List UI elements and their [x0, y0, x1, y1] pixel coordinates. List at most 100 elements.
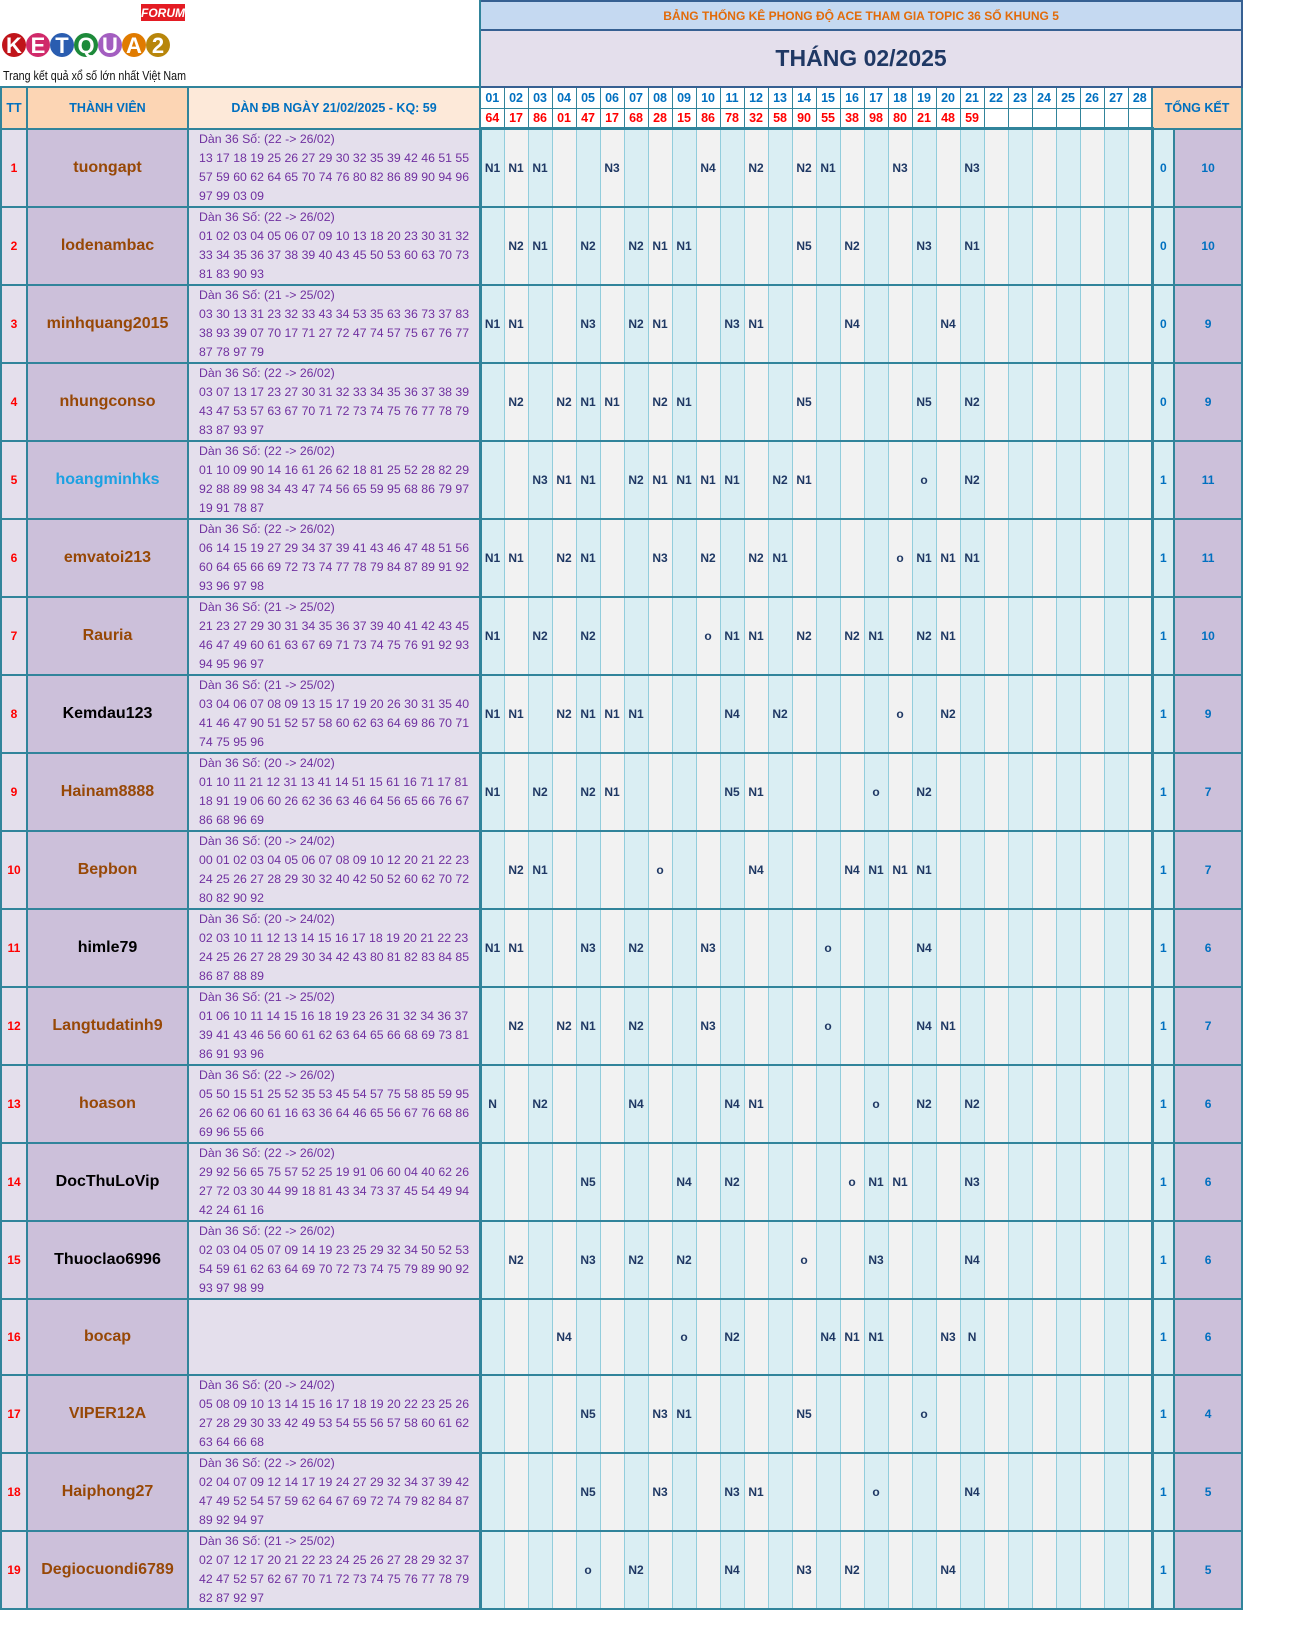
day-mark	[647, 1142, 673, 1222]
member-name[interactable]: DocThuLoVip	[26, 1141, 189, 1222]
day-mark	[1079, 206, 1105, 286]
dan-numbers: Dàn 36 Số: (21 -> 25/02) 01 06 10 11 14 1…	[186, 985, 482, 1066]
day-mark	[863, 1530, 889, 1610]
day-mark	[599, 830, 625, 910]
day-mark	[983, 752, 1009, 832]
member-name[interactable]: Kemdau123	[26, 673, 189, 754]
day-mark	[527, 1298, 553, 1376]
day-mark: N4	[839, 284, 865, 364]
day-mark: N2	[575, 752, 601, 832]
day-mark	[1031, 362, 1057, 442]
day-mark	[478, 1530, 505, 1610]
day-mark	[503, 1530, 529, 1610]
day-mark: N4	[839, 830, 865, 910]
dan-title: Dàn 36 Số: (22 -> 26/02)	[199, 1067, 335, 1082]
forum-badge	[141, 4, 185, 21]
day-mark: N2	[575, 596, 601, 676]
day-mark	[935, 206, 961, 286]
day-mark	[1055, 128, 1081, 208]
day-mark	[527, 1530, 553, 1610]
day-header: 21	[959, 86, 985, 109]
summary-hit: 1	[1150, 1219, 1176, 1300]
day-mark: N2	[623, 284, 649, 364]
day-mark	[1127, 1374, 1153, 1454]
day-mark: N1	[575, 440, 601, 520]
day-mark: N1	[671, 440, 697, 520]
day-mark: N2	[671, 1220, 697, 1300]
logo-letter: T	[55, 33, 69, 58]
day-mark: N2	[623, 986, 649, 1066]
day-mark	[959, 752, 985, 832]
member-name[interactable]: Haiphong27	[26, 1451, 189, 1532]
day-mark	[863, 1374, 889, 1454]
member-name[interactable]: Thuoclao6996	[26, 1219, 189, 1300]
day-mark	[695, 1530, 721, 1610]
member-name[interactable]: Bepbon	[26, 829, 189, 910]
logo-ball	[146, 33, 170, 57]
day-mark	[551, 908, 577, 988]
dan-numbers: Dàn 36 Số: (22 -> 26/02) 02 03 04 05 07 0…	[186, 1219, 482, 1300]
day-mark	[863, 908, 889, 988]
day-mark	[1055, 362, 1081, 442]
member-name[interactable]: bocap	[26, 1297, 189, 1376]
dan-numbers: Dàn 36 Số: (21 -> 25/02) 02 07 12 17 20 2…	[186, 1529, 482, 1610]
row-number: 15	[0, 1219, 28, 1300]
logo-ball	[122, 33, 146, 57]
member-name[interactable]: hoangminhks	[26, 439, 189, 520]
day-mark	[599, 1530, 625, 1610]
member-name[interactable]: tuongapt	[26, 127, 189, 208]
day-mark	[815, 518, 841, 598]
day-mark	[551, 206, 577, 286]
member-name[interactable]: minhquang2015	[26, 283, 189, 364]
day-mark: o	[791, 1220, 817, 1300]
logo-letter: A	[126, 33, 142, 58]
day-mark	[719, 128, 745, 208]
day-mark	[743, 206, 769, 286]
logo-letter: E	[31, 33, 46, 58]
day-header: 03	[527, 86, 553, 109]
day-result: 55	[815, 108, 841, 130]
day-mark	[887, 1064, 913, 1144]
member-name[interactable]: hoason	[26, 1063, 189, 1144]
day-mark	[935, 908, 961, 988]
day-mark: N2	[623, 1530, 649, 1610]
member-name[interactable]: VIPER12A	[26, 1373, 189, 1454]
day-mark	[815, 1064, 841, 1144]
day-mark	[671, 1452, 697, 1532]
member-name[interactable]: nhungconso	[26, 361, 189, 442]
day-mark	[503, 1064, 529, 1144]
member-name[interactable]: Degiocuondi6789	[26, 1529, 189, 1610]
day-mark	[1031, 752, 1057, 832]
day-mark	[478, 1374, 505, 1454]
member-name[interactable]: himle79	[26, 907, 189, 988]
day-mark	[983, 1298, 1009, 1376]
day-mark	[887, 284, 913, 364]
member-name[interactable]: emvatoi213	[26, 517, 189, 598]
day-mark	[743, 986, 769, 1066]
sheet-title: BẢNG THỐNG KÊ PHONG ĐỘ ACE THAM GIA TOPI…	[479, 0, 1244, 31]
day-mark	[671, 1530, 697, 1610]
day-mark	[1055, 284, 1081, 364]
dan-list: 03 30 13 31 23 32 33 43 34 53 35 63 36 7…	[199, 306, 470, 359]
day-mark: N1	[527, 830, 553, 910]
member-name[interactable]: Langtudatinh9	[26, 985, 189, 1066]
day-header: 04	[551, 86, 577, 109]
day-mark: N3	[695, 986, 721, 1066]
day-mark	[503, 1374, 529, 1454]
member-name[interactable]: Hainam8888	[26, 751, 189, 832]
day-mark	[551, 284, 577, 364]
day-mark	[767, 986, 793, 1066]
member-name[interactable]: Rauria	[26, 595, 189, 676]
day-mark: o	[671, 1298, 697, 1376]
day-mark: N1	[863, 830, 889, 910]
col-header-tt: TT	[0, 86, 28, 130]
day-mark	[695, 284, 721, 364]
day-mark: N5	[575, 1142, 601, 1222]
day-mark	[935, 830, 961, 910]
member-name[interactable]: lodenambac	[26, 205, 189, 286]
summary-total: 10	[1173, 205, 1244, 286]
day-mark	[1031, 674, 1057, 754]
day-mark	[623, 596, 649, 676]
